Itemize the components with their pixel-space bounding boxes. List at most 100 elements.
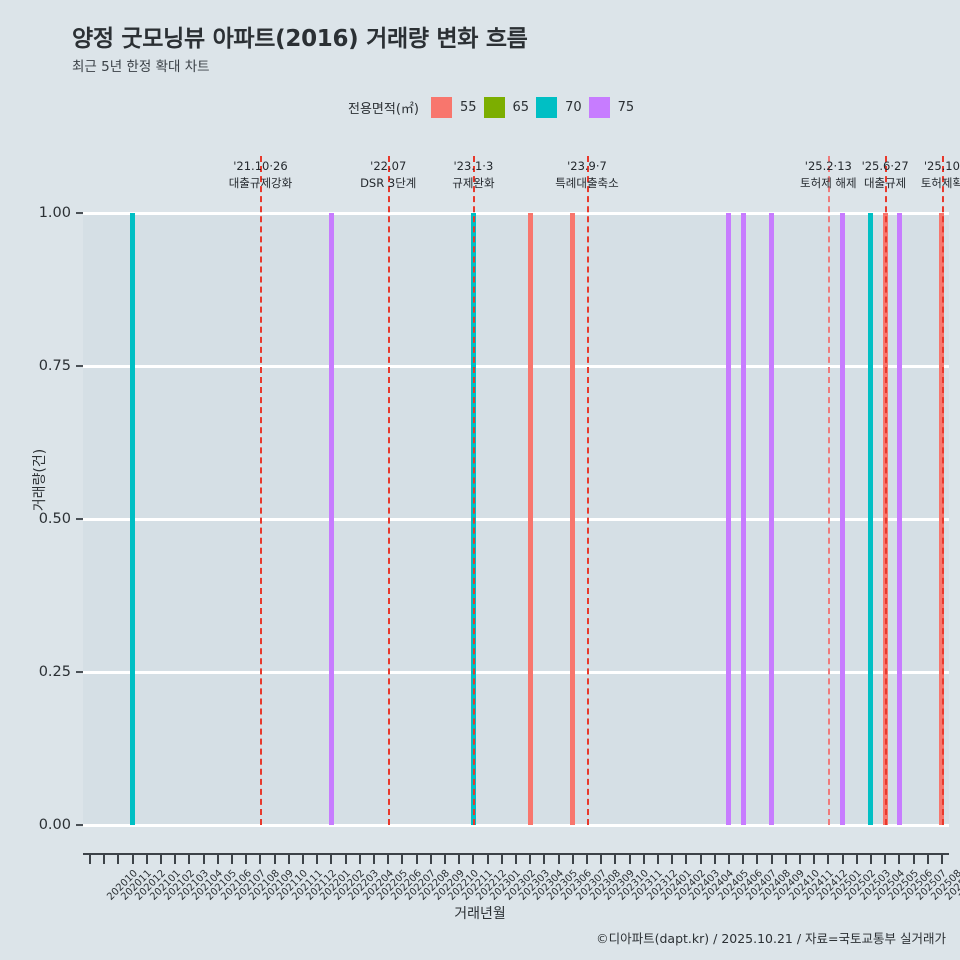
x-tick-mark bbox=[628, 855, 631, 864]
x-tick-mark bbox=[330, 855, 333, 864]
x-tick-mark bbox=[827, 855, 830, 864]
x-tick-mark bbox=[344, 855, 347, 864]
x-tick-mark bbox=[160, 855, 163, 864]
x-tick-mark bbox=[571, 855, 574, 864]
x-tick-mark bbox=[486, 855, 489, 864]
x-tick-mark bbox=[926, 855, 929, 864]
series-bar-75-202503[interactable] bbox=[840, 213, 846, 825]
x-tick-mark bbox=[798, 855, 801, 864]
gridline bbox=[83, 364, 949, 368]
x-tick-mark bbox=[458, 855, 461, 864]
x-tick-mark bbox=[373, 855, 376, 864]
series-bar-75-202407[interactable] bbox=[726, 213, 732, 825]
series-bar-55-202308[interactable] bbox=[570, 213, 576, 825]
page-title: 양정 굿모닝뷰 아파트(2016) 거래량 변화 흐름 bbox=[72, 26, 528, 52]
series-bar-70-202505[interactable] bbox=[868, 213, 874, 825]
legend-item-55[interactable]: 55 bbox=[430, 97, 484, 118]
x-tick-mark bbox=[401, 855, 404, 864]
event-name-label: 토허제확 bbox=[920, 176, 960, 190]
x-tick-mark bbox=[515, 855, 517, 864]
x-tick-mark bbox=[444, 855, 447, 864]
x-tick-mark bbox=[784, 855, 787, 864]
series-bar-75-202203[interactable] bbox=[328, 213, 334, 825]
event-date-label: '25.10 bbox=[923, 159, 960, 173]
legend-item-75[interactable]: 75 bbox=[588, 97, 642, 118]
x-tick-mark bbox=[884, 855, 887, 864]
x-tick-mark bbox=[713, 855, 716, 864]
event-line-202502 bbox=[828, 156, 831, 825]
x-tick-mark bbox=[302, 855, 305, 864]
legend-item-label: 65 bbox=[512, 100, 530, 115]
gridline bbox=[83, 823, 949, 827]
x-tick-mark bbox=[699, 855, 702, 864]
y-tick-mark bbox=[76, 824, 83, 826]
x-tick-mark bbox=[841, 855, 844, 864]
y-tick-mark bbox=[76, 518, 83, 520]
x-tick-mark bbox=[855, 855, 858, 864]
x-tick-mark bbox=[287, 855, 290, 864]
x-tick-mark bbox=[543, 855, 546, 864]
gridline bbox=[83, 517, 949, 521]
x-tick-mark bbox=[614, 855, 617, 864]
x-tick-mark bbox=[685, 855, 688, 864]
x-tick-mark bbox=[770, 855, 773, 864]
x-axis-title: 거래년월 bbox=[454, 906, 506, 922]
y-tick-label: 0.25 bbox=[38, 664, 71, 680]
x-tick-mark bbox=[869, 855, 872, 864]
gridline bbox=[83, 670, 949, 674]
event-line-202110 bbox=[260, 156, 263, 825]
x-tick-mark bbox=[472, 855, 475, 864]
event-line-202506 bbox=[885, 156, 888, 825]
x-tick-mark bbox=[671, 855, 674, 864]
plot-area bbox=[83, 156, 949, 827]
y-tick-mark bbox=[76, 671, 83, 673]
x-tick-mark bbox=[429, 855, 432, 864]
legend-swatch-icon bbox=[483, 97, 505, 118]
x-tick-mark bbox=[358, 855, 361, 864]
legend-swatch-icon bbox=[536, 97, 558, 118]
x-tick-mark bbox=[557, 855, 560, 864]
legend-title: 전용면적(㎡) bbox=[348, 102, 419, 117]
x-tick-mark bbox=[727, 855, 730, 864]
y-tick-mark bbox=[76, 212, 83, 214]
footer-credit: ©디아파트(dapt.kr) / 2025.10.21 / 자료=국토교통부 실… bbox=[596, 931, 946, 946]
series-bar-70-202101[interactable] bbox=[130, 213, 136, 825]
series-bar-75-202410[interactable] bbox=[769, 213, 775, 825]
x-tick-mark bbox=[245, 855, 248, 864]
y-axis-title: 거래량(건) bbox=[32, 448, 49, 512]
x-tick-mark bbox=[756, 855, 759, 864]
x-tick-mark bbox=[529, 855, 532, 864]
x-tick-mark bbox=[89, 855, 92, 864]
x-tick-mark bbox=[813, 855, 816, 864]
series-bar-55-202305[interactable] bbox=[527, 213, 533, 825]
event-line-202309 bbox=[586, 156, 589, 825]
x-tick-mark bbox=[231, 855, 234, 864]
x-tick-mark bbox=[585, 855, 588, 864]
series-bar-75-202507[interactable] bbox=[896, 213, 902, 825]
x-axis-rule bbox=[83, 853, 949, 855]
y-tick-label: 0.00 bbox=[38, 817, 71, 833]
legend-swatch-icon bbox=[430, 97, 452, 118]
x-tick-mark bbox=[898, 855, 901, 864]
x-tick-mark bbox=[259, 855, 262, 864]
y-tick-label: 0.50 bbox=[38, 511, 71, 527]
x-tick-mark bbox=[145, 855, 148, 864]
series-bar-75-202408[interactable] bbox=[740, 213, 746, 825]
chart-legend: 전용면적(㎡) 55 65 70 75 bbox=[348, 97, 641, 118]
x-tick-mark bbox=[642, 855, 645, 864]
x-tick-mark bbox=[742, 855, 745, 864]
y-tick-mark bbox=[76, 365, 83, 367]
x-tick-mark bbox=[188, 855, 191, 864]
x-tick-mark bbox=[316, 855, 319, 864]
legend-item-65[interactable]: 65 bbox=[483, 97, 537, 118]
legend-item-label: 55 bbox=[459, 100, 477, 115]
legend-item-label: 75 bbox=[617, 100, 635, 115]
legend-item-70[interactable]: 70 bbox=[536, 97, 589, 118]
y-tick-label: 1.00 bbox=[38, 205, 71, 221]
page-subtitle: 최근 5년 한정 확대 차트 bbox=[72, 59, 210, 75]
x-tick-mark bbox=[912, 855, 915, 864]
legend-item-list: 55 65 70 75 bbox=[430, 97, 642, 118]
x-tick-mark bbox=[273, 855, 276, 864]
event-line-202207 bbox=[388, 156, 391, 825]
